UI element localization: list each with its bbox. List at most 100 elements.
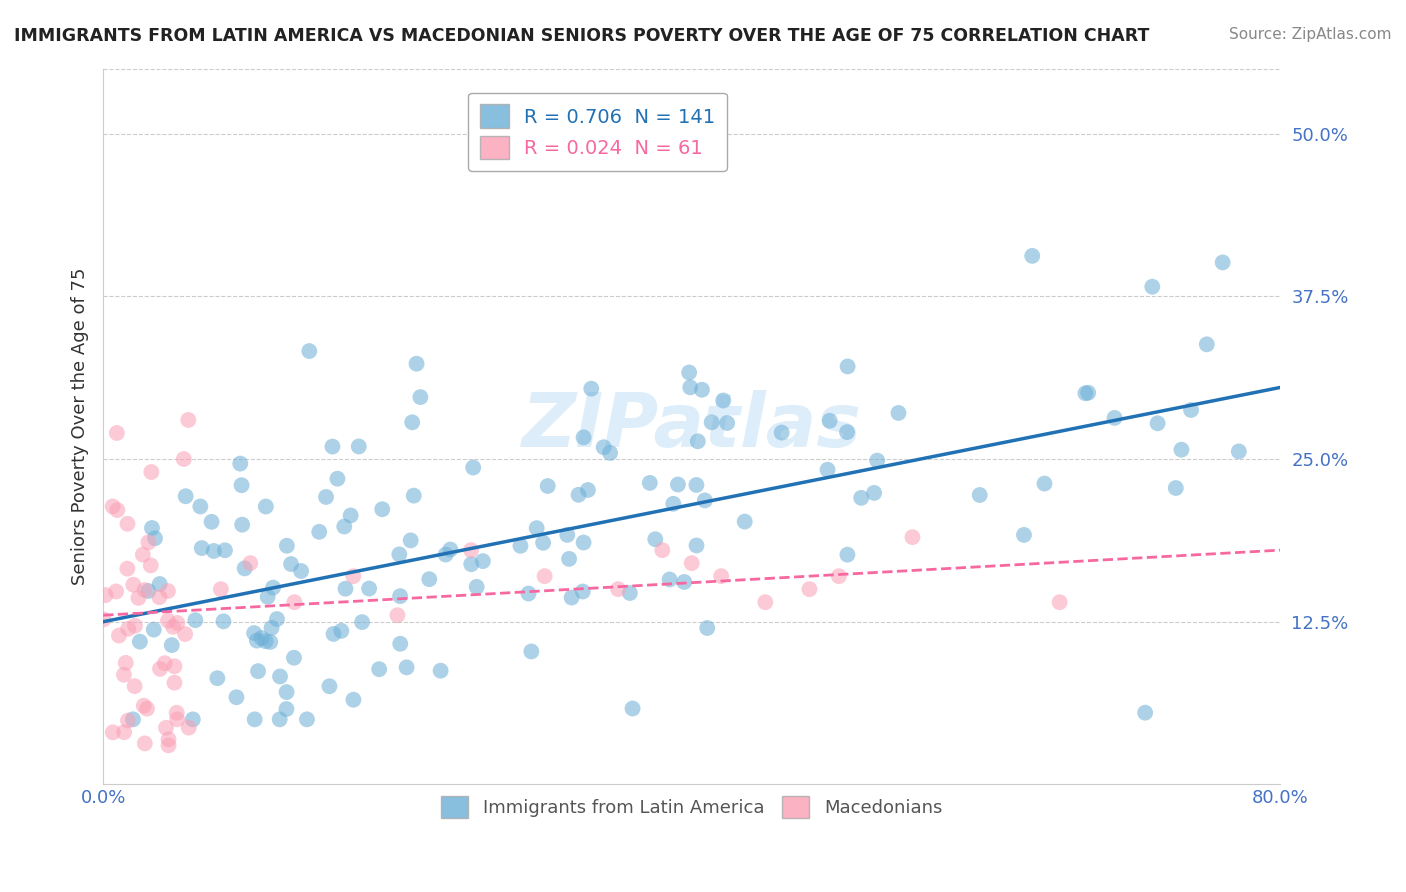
Point (887, 406, 910, 420)
Point (1180, 403, 1202, 417)
Point (105, 503, 128, 517)
Point (166, 706, 188, 720)
Point (828, 569, 851, 583)
Point (662, 497, 685, 511)
Point (342, 692, 364, 706)
Point (666, 477, 689, 491)
Point (112, 667, 135, 681)
Point (685, 539, 707, 553)
Point (153, 657, 176, 671)
Point (429, 664, 451, 678)
Point (128, 634, 150, 648)
Point (174, 627, 197, 641)
Point (202, 544, 225, 558)
Point (254, 500, 277, 514)
Point (134, 582, 156, 597)
Point (214, 543, 236, 558)
Point (387, 608, 409, 623)
Point (681, 556, 703, 570)
Point (315, 490, 337, 504)
Point (571, 584, 593, 599)
Point (592, 440, 614, 454)
Point (250, 631, 273, 645)
Point (101, 725, 124, 739)
Point (517, 586, 540, 600)
Text: Source: ZipAtlas.com: Source: ZipAtlas.com (1229, 27, 1392, 42)
Point (266, 612, 288, 626)
Point (837, 359, 859, 374)
Point (621, 701, 644, 715)
Point (1133, 706, 1156, 720)
Point (658, 573, 681, 587)
Point (295, 712, 318, 726)
Point (576, 483, 599, 497)
Point (190, 541, 212, 555)
Point (685, 478, 707, 492)
Point (863, 486, 886, 500)
Point (817, 463, 839, 477)
Point (142, 623, 165, 637)
Point (94, 588, 117, 602)
Point (136, 584, 159, 599)
Point (132, 698, 155, 713)
Point (395, 660, 418, 674)
Point (901, 530, 924, 544)
Point (143, 531, 166, 545)
Point (239, 556, 262, 570)
Point (402, 489, 425, 503)
Point (330, 624, 353, 638)
Point (157, 732, 180, 747)
Point (259, 635, 281, 649)
Point (105, 425, 128, 440)
Text: ZIPatlas: ZIPatlas (522, 390, 862, 463)
Point (851, 491, 873, 505)
Point (117, 714, 139, 728)
Point (644, 533, 666, 547)
Point (526, 521, 548, 535)
Point (149, 577, 172, 591)
Point (679, 380, 702, 394)
Point (247, 664, 270, 678)
Point (359, 582, 381, 596)
Point (141, 521, 163, 535)
Point (132, 548, 155, 562)
Point (339, 508, 361, 523)
Point (162, 620, 184, 634)
Point (256, 590, 278, 604)
Point (101, 500, 124, 514)
Point (342, 569, 364, 583)
Point (269, 712, 291, 726)
Point (138, 535, 160, 549)
Point (108, 628, 131, 642)
Point (262, 581, 284, 595)
Point (686, 434, 709, 449)
Point (127, 591, 149, 605)
Text: IMMIGRANTS FROM LATIN AMERICA VS MACEDONIAN SENIORS POVERTY OVER THE AGE OF 75 C: IMMIGRANTS FROM LATIN AMERICA VS MACEDON… (14, 27, 1150, 45)
Point (156, 584, 179, 599)
Point (290, 564, 312, 578)
Point (599, 446, 621, 460)
Point (124, 619, 146, 633)
Point (690, 383, 713, 397)
Point (572, 535, 595, 549)
Point (276, 539, 298, 553)
Point (269, 669, 291, 683)
Point (401, 415, 423, 429)
Point (389, 589, 412, 603)
Point (818, 414, 841, 428)
Point (693, 493, 716, 508)
Point (174, 489, 197, 503)
Point (531, 536, 554, 550)
Point (463, 460, 485, 475)
Point (1033, 476, 1056, 491)
Point (114, 656, 136, 670)
Point (770, 425, 793, 440)
Point (177, 721, 200, 735)
Point (696, 621, 718, 635)
Point (254, 634, 277, 648)
Point (184, 613, 207, 627)
Legend: Immigrants from Latin America, Macedonians: Immigrants from Latin America, Macedonia… (434, 789, 949, 825)
Point (122, 712, 145, 726)
Point (243, 626, 266, 640)
Point (465, 580, 488, 594)
